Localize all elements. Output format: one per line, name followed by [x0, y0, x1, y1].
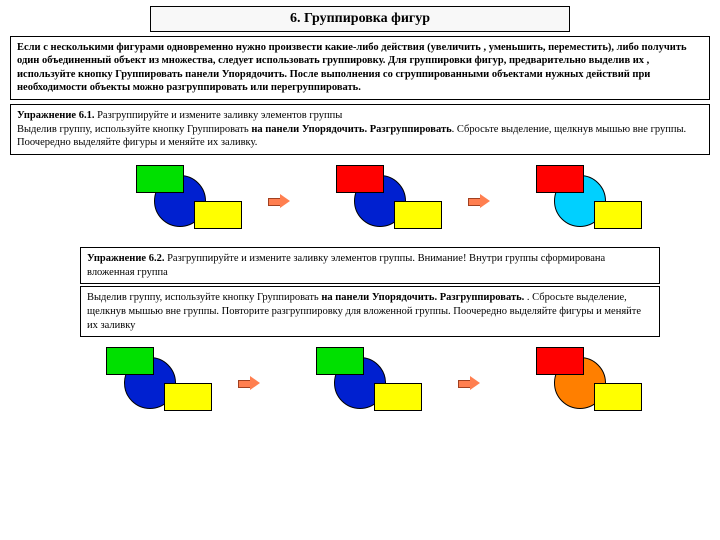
ex62-c: на панели Упорядочить. Разгруппировать.	[321, 292, 524, 303]
rect-shape	[194, 201, 242, 229]
shape-group	[530, 159, 650, 239]
rect-shape	[106, 347, 154, 375]
shape-group	[530, 341, 650, 421]
rect-shape	[594, 201, 642, 229]
rect-shape	[164, 383, 212, 411]
shape-group	[330, 159, 450, 239]
rect-shape	[136, 165, 184, 193]
ex62-a: Разгруппируйте и измените заливку элемен…	[87, 253, 605, 278]
rect-shape	[316, 347, 364, 375]
rect-shape	[374, 383, 422, 411]
rect-shape	[536, 165, 584, 193]
ex61-c: на панели Упорядочить. Разгруппировать	[251, 124, 451, 135]
shape-group	[310, 341, 430, 421]
exercise-6-2b: Выделив группу, используйте кнопку Групп…	[80, 286, 660, 337]
section-title: 6. Группировка фигур	[150, 6, 570, 32]
shapes-row-2	[10, 341, 710, 421]
ex62-title: Упражнение 6.2.	[87, 253, 164, 264]
ex61-title: Упражнение 6.1.	[17, 110, 94, 121]
ex61-b: Выделив группу, используйте кнопку Групп…	[17, 124, 251, 135]
rect-shape	[594, 383, 642, 411]
rect-shape	[394, 201, 442, 229]
rect-shape	[536, 347, 584, 375]
exercise-6-1: Упражнение 6.1. Разгруппируйте и изменит…	[10, 104, 710, 155]
rect-shape	[336, 165, 384, 193]
exercise-6-2a: Упражнение 6.2. Разгруппируйте и изменит…	[80, 247, 660, 284]
shapes-row-1	[10, 159, 710, 241]
intro-text: Если с несколькими фигурами одновременно…	[10, 36, 710, 101]
ex61-a: Разгруппируйте и измените заливку элемен…	[94, 110, 342, 121]
ex62-b: Выделив группу, используйте кнопку Групп…	[87, 292, 321, 303]
shape-group	[130, 159, 250, 239]
shape-group	[100, 341, 220, 421]
